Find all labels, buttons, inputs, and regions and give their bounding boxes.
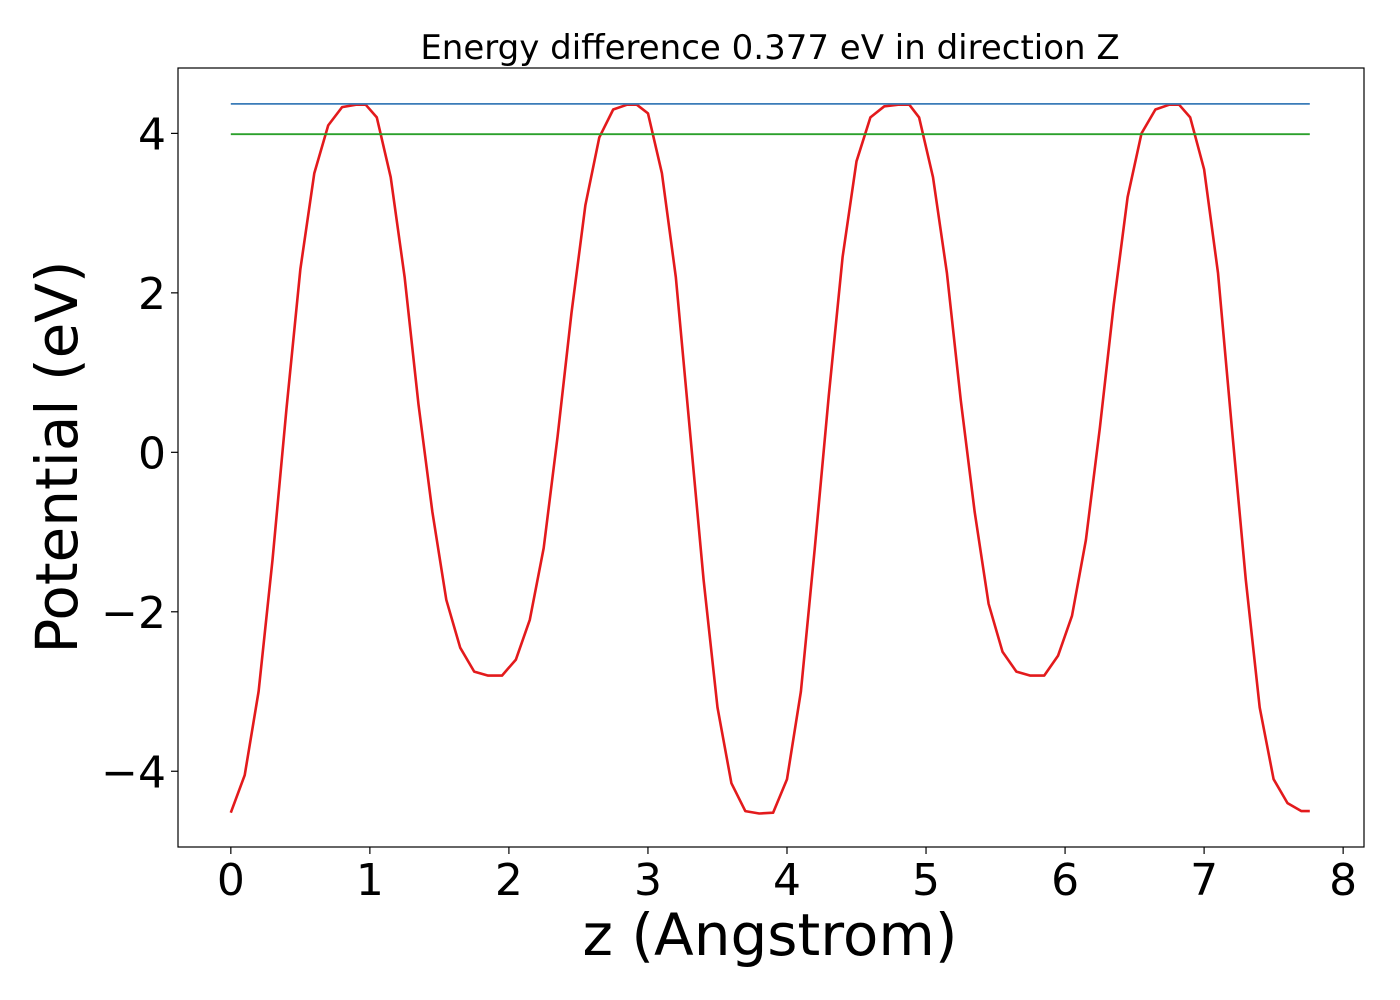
y-axis-label: Potential (eV) [23,260,91,653]
x-tick-label: 7 [1190,855,1218,906]
x-tick-label: 5 [912,855,940,906]
y-tick-label: 4 [138,109,166,160]
y-tick-label: 2 [138,269,166,320]
x-tick-label: 2 [495,855,523,906]
x-tick-label: 6 [1051,855,1079,906]
series-layer [229,103,1310,815]
series-line-0 [229,103,1310,815]
y-axis-ticks: −4 −2 0 2 4 [101,109,178,798]
x-tick-label: 4 [773,855,801,906]
x-tick-label: 3 [634,855,662,906]
y-tick-label: 0 [138,428,166,479]
x-axis-label: z (Angstrom) [583,901,958,969]
y-tick-label: −2 [101,588,166,639]
x-tick-label: 8 [1329,855,1357,906]
plot-frame [177,67,1365,848]
y-tick-label: −4 [101,747,166,798]
x-tick-label: 0 [217,855,245,906]
chart-title: Energy difference 0.377 eV in direction … [420,28,1119,68]
x-tick-label: 1 [356,855,384,906]
x-axis-ticks: 0 1 2 3 4 5 6 7 8 [217,847,1357,906]
